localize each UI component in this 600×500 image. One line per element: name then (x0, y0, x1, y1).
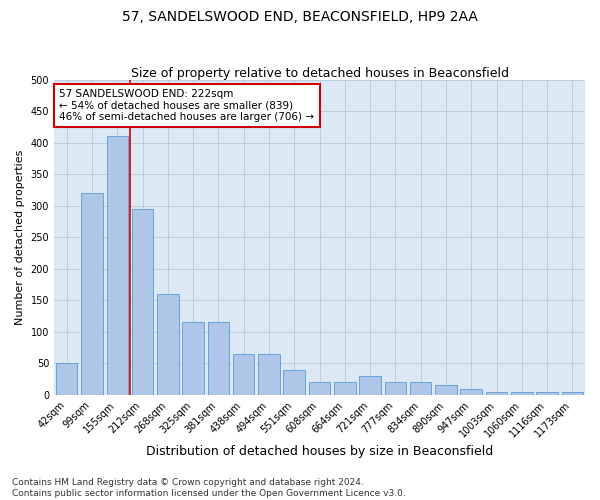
Bar (208, 322, 229, 395)
Text: Contains HM Land Registry data © Crown copyright and database right 2024.
Contai: Contains HM Land Registry data © Crown c… (12, 478, 406, 498)
Bar (107, 136, 128, 395)
Bar (385, 382, 406, 395)
Bar (334, 382, 356, 395)
Bar (283, 370, 305, 395)
Bar (258, 354, 280, 395)
Text: 57, SANDELSWOOD END, BEACONSFIELD, HP9 2AA: 57, SANDELSWOOD END, BEACONSFIELD, HP9 2… (122, 10, 478, 24)
Bar (56, 364, 77, 395)
Bar (562, 392, 583, 395)
Bar (410, 382, 431, 395)
Bar (81, 193, 103, 395)
Bar (511, 392, 533, 395)
Bar (233, 354, 254, 395)
Title: Size of property relative to detached houses in Beaconsfield: Size of property relative to detached ho… (131, 66, 509, 80)
Bar (435, 386, 457, 395)
Bar (359, 376, 381, 395)
Bar (460, 388, 482, 395)
Bar (536, 392, 558, 395)
X-axis label: Distribution of detached houses by size in Beaconsfield: Distribution of detached houses by size … (146, 444, 493, 458)
Y-axis label: Number of detached properties: Number of detached properties (15, 150, 25, 325)
Bar (486, 392, 507, 395)
Bar (157, 294, 179, 395)
Bar (182, 322, 204, 395)
Bar (132, 209, 153, 395)
Text: 57 SANDELSWOOD END: 222sqm
← 54% of detached houses are smaller (839)
46% of sem: 57 SANDELSWOOD END: 222sqm ← 54% of deta… (59, 89, 314, 122)
Bar (309, 382, 330, 395)
